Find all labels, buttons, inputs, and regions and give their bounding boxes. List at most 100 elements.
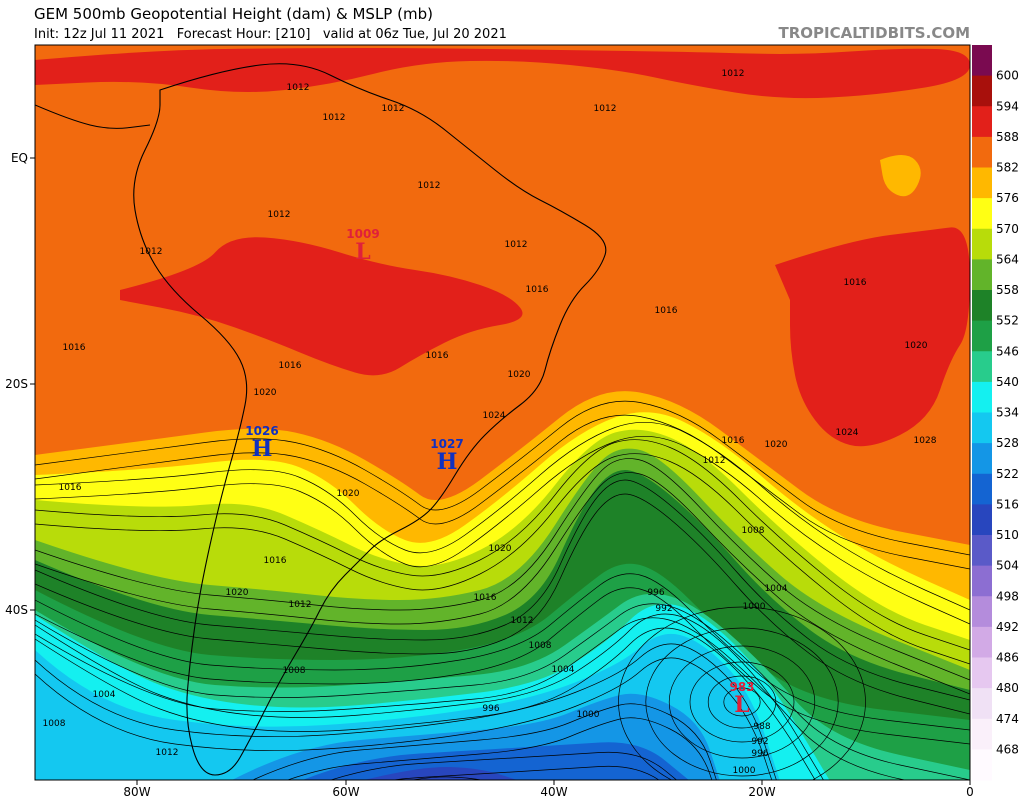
isobar-label: 996 bbox=[647, 588, 664, 598]
center-letter: H bbox=[437, 449, 458, 475]
isobar-label: 1008 bbox=[43, 719, 66, 729]
colorbar-label: 534 bbox=[996, 406, 1019, 420]
isobar-label: 1016 bbox=[264, 556, 287, 566]
isobar-line bbox=[35, 400, 970, 556]
isobar-line bbox=[35, 453, 970, 665]
colorbar-swatch bbox=[972, 749, 992, 781]
height-band bbox=[35, 48, 970, 99]
isobar-line bbox=[618, 606, 866, 780]
colorbar-label: 570 bbox=[996, 222, 1019, 236]
isobar-line bbox=[329, 751, 678, 780]
isobar-label: 1016 bbox=[722, 436, 745, 446]
isobar-line bbox=[35, 421, 970, 611]
isobar-label: 992 bbox=[655, 604, 672, 614]
isobar-line bbox=[35, 493, 970, 715]
isobar-line bbox=[35, 472, 970, 695]
colorbar-swatch bbox=[972, 167, 992, 199]
isobar-label: 1024 bbox=[836, 428, 859, 438]
isobar-line bbox=[35, 603, 970, 780]
brand: TROPICALTIDBITS.COM bbox=[779, 24, 971, 42]
isobar-label: 1012 bbox=[287, 83, 310, 93]
isobar-label: 1024 bbox=[483, 411, 506, 421]
isobar-label: 1016 bbox=[844, 278, 867, 288]
isobar-line bbox=[723, 687, 761, 717]
isobar-label: 1012 bbox=[289, 600, 312, 610]
map-frame bbox=[34, 44, 971, 781]
isobar-label: 996 bbox=[482, 704, 499, 714]
colorbar-label: 582 bbox=[996, 161, 1019, 175]
isobar-label: 1020 bbox=[905, 341, 928, 351]
isobar-label: 1020 bbox=[337, 489, 360, 499]
height-band bbox=[775, 227, 970, 447]
colorbar-label: 492 bbox=[996, 620, 1019, 634]
height-band bbox=[364, 766, 517, 780]
coastline bbox=[35, 104, 151, 129]
coastline bbox=[133, 63, 607, 776]
isobar-line bbox=[35, 435, 970, 625]
isobar-line bbox=[391, 765, 660, 780]
isobar-label: 1012 bbox=[511, 616, 534, 626]
colorbar-swatch bbox=[972, 106, 992, 138]
isobar-line bbox=[286, 717, 713, 780]
height-band bbox=[880, 155, 921, 197]
isobar-label: 1000 bbox=[733, 766, 756, 776]
colorbar-swatch bbox=[972, 412, 992, 444]
isobar-label: 996 bbox=[751, 749, 768, 759]
isobar-line bbox=[645, 627, 839, 777]
colorbar-swatch bbox=[972, 596, 992, 628]
colorbar-swatch bbox=[972, 688, 992, 720]
isobar-label: 1000 bbox=[577, 710, 600, 720]
colorbar-label: 504 bbox=[996, 559, 1019, 573]
isobar-label: 1008 bbox=[283, 666, 306, 676]
isobar-label: 1008 bbox=[529, 641, 552, 651]
colorbar-label: 600 bbox=[996, 69, 1019, 83]
center-value: 983 bbox=[729, 680, 754, 694]
isobar-label: 1020 bbox=[226, 588, 249, 598]
colorbar-swatch bbox=[972, 351, 992, 383]
map-area: 1012 1012 1012 1012 1012 1012 1012 1012 1012 1016… bbox=[35, 45, 970, 780]
colorbar-label: 594 bbox=[996, 99, 1019, 113]
isobar-label: 1012 bbox=[156, 748, 179, 758]
colorbar-swatch bbox=[972, 504, 992, 536]
colorbar-swatch bbox=[972, 443, 992, 475]
lat-label: 40S bbox=[5, 603, 28, 617]
isobar-label: 1016 bbox=[474, 593, 497, 603]
colorbar-label: 498 bbox=[996, 589, 1019, 603]
colorbar-label: 528 bbox=[996, 436, 1019, 450]
isobar-label: 1012 bbox=[722, 69, 745, 79]
colorbar-label: 510 bbox=[996, 528, 1019, 542]
colorbar-label: 576 bbox=[996, 191, 1019, 205]
map-title: GEM 500mb Geopotential Height (dam) & MS… bbox=[34, 5, 433, 23]
isobar-label: 1008 bbox=[742, 526, 765, 536]
map-subtitle: Init: 12z Jul 11 2021 Forecast Hour: [21… bbox=[34, 27, 507, 42]
colorbar-label: 480 bbox=[996, 681, 1019, 695]
isobar-label: 1012 bbox=[382, 104, 405, 114]
colorbar-label: 468 bbox=[996, 742, 1019, 756]
isobar-line bbox=[707, 675, 777, 729]
colorbar-swatch bbox=[972, 259, 992, 291]
isobar-label: 1016 bbox=[655, 306, 678, 316]
lon-label: 0 bbox=[966, 785, 974, 799]
colorbar-swatch bbox=[972, 718, 992, 750]
colorbar-swatch bbox=[972, 657, 992, 689]
lat-label: EQ bbox=[11, 151, 28, 165]
lon-label: 60W bbox=[332, 785, 359, 799]
colorbar-swatch bbox=[972, 535, 992, 567]
isobar-label: 1020 bbox=[254, 388, 277, 398]
isobar-line bbox=[689, 661, 795, 743]
height-band bbox=[302, 742, 689, 780]
isobar-line bbox=[35, 458, 970, 681]
isobar-line bbox=[35, 643, 777, 780]
isobar-label: 1004 bbox=[765, 584, 788, 594]
isobar-line bbox=[35, 479, 970, 701]
lon-label: 40W bbox=[540, 785, 567, 799]
colorbar-label: 552 bbox=[996, 314, 1019, 328]
isobar-label: 1004 bbox=[93, 690, 116, 700]
colorbar-swatch bbox=[972, 320, 992, 352]
isobar-line bbox=[668, 645, 816, 759]
lon-label: 80W bbox=[123, 785, 150, 799]
lat-label: 20S bbox=[5, 377, 28, 391]
isobar-line bbox=[410, 776, 484, 780]
isobar-label: 1016 bbox=[279, 361, 302, 371]
isobar-label: 1020 bbox=[489, 544, 512, 554]
